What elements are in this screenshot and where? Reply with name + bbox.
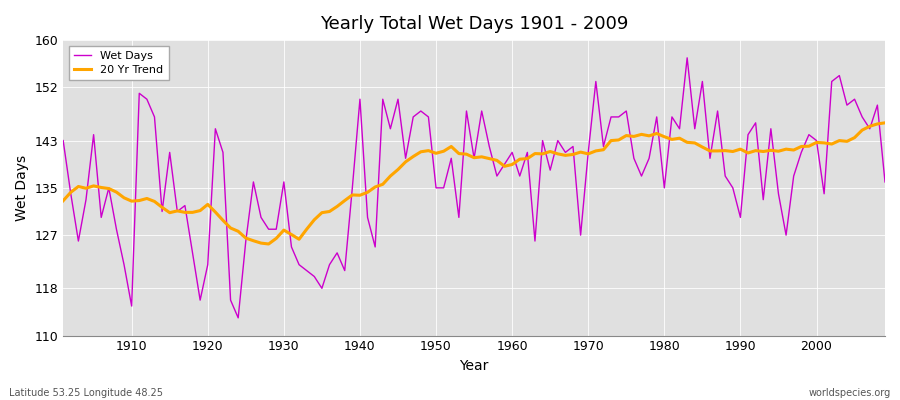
- Y-axis label: Wet Days: Wet Days: [15, 155, 29, 221]
- Wet Days: [293, 262, 304, 267]
- Wet Days: [514, 174, 525, 178]
- 20 Yr Trend: [507, 162, 517, 167]
- Text: worldspecies.org: worldspecies.org: [809, 388, 891, 398]
- Legend: Wet Days, 20 Yr Trend: Wet Days, 20 Yr Trend: [68, 46, 168, 80]
- Wet Days: [879, 180, 890, 184]
- Wet Days: [339, 268, 350, 273]
- 20 Yr Trend: [293, 237, 304, 242]
- Wet Days: [606, 114, 616, 119]
- 20 Yr Trend: [58, 198, 68, 203]
- Title: Yearly Total Wet Days 1901 - 2009: Yearly Total Wet Days 1901 - 2009: [320, 15, 628, 33]
- Wet Days: [507, 150, 517, 155]
- Wet Days: [682, 56, 693, 60]
- 20 Yr Trend: [119, 195, 130, 200]
- 20 Yr Trend: [339, 198, 350, 203]
- Line: 20 Yr Trend: 20 Yr Trend: [63, 123, 885, 244]
- 20 Yr Trend: [514, 157, 525, 162]
- 20 Yr Trend: [606, 138, 616, 143]
- Wet Days: [58, 138, 68, 143]
- 20 Yr Trend: [263, 242, 274, 246]
- Wet Days: [233, 316, 244, 320]
- Line: Wet Days: Wet Days: [63, 58, 885, 318]
- 20 Yr Trend: [879, 120, 890, 125]
- X-axis label: Year: Year: [459, 359, 489, 373]
- Text: Latitude 53.25 Longitude 48.25: Latitude 53.25 Longitude 48.25: [9, 388, 163, 398]
- Wet Days: [119, 262, 130, 267]
